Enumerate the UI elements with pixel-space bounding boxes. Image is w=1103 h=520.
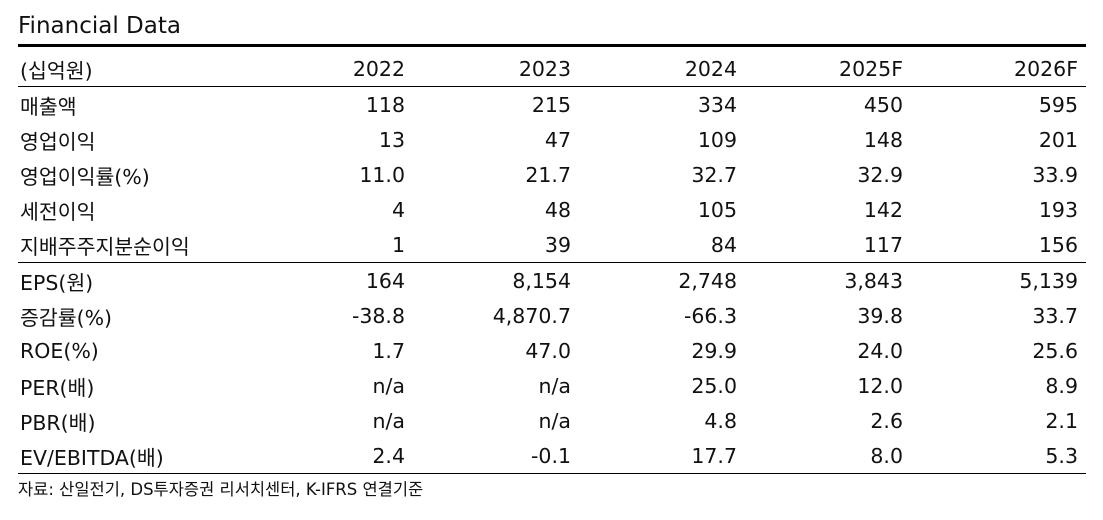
cell: 201 — [1038, 127, 1078, 152]
cell: n/a — [538, 373, 571, 398]
cell: n/a — [538, 408, 571, 433]
table-title: Financial Data — [18, 13, 181, 39]
cell: 5.3 — [911, 438, 1086, 474]
year-header: 2023 — [413, 51, 579, 87]
cell: 32.7 — [691, 162, 737, 187]
cell: 33.9 — [1032, 162, 1078, 187]
cell: 84 — [710, 232, 737, 257]
table-row: PER(배) n/a n/a 25.0 12.0 8.9 — [18, 368, 1086, 403]
year-header: 2022 — [248, 51, 413, 87]
cell: 8,154 — [413, 262, 579, 298]
cell: 25.6 — [1032, 338, 1078, 363]
cell: 48 — [544, 197, 571, 222]
year-header: 2025F — [745, 51, 911, 87]
cell: -0.1 — [413, 438, 579, 474]
cell: 8.9 — [1045, 373, 1078, 398]
top-rule — [18, 44, 1086, 47]
cell: 105 — [697, 197, 737, 222]
unit-label: (십억원) — [18, 51, 248, 87]
cell: 109 — [697, 127, 737, 152]
cell: 3,843 — [745, 262, 911, 298]
cell: 8.0 — [745, 438, 911, 474]
cell: 5,139 — [911, 262, 1086, 298]
row-label: PER(배) — [20, 375, 95, 400]
row-label: PBR(배) — [20, 410, 96, 435]
cell: 164 — [248, 262, 413, 298]
row-label: ROE(%) — [20, 338, 99, 363]
row-label: 지배주주지분순이익 — [20, 234, 190, 259]
table-row: 영업이익 13 47 109 148 201 — [18, 122, 1086, 157]
cell: 4.8 — [704, 408, 737, 433]
cell: 118 — [365, 92, 405, 117]
cell: 11.0 — [359, 162, 405, 187]
cell: 13 — [378, 127, 405, 152]
row-label: 세전이익 — [20, 199, 96, 224]
cell: 1.7 — [372, 338, 405, 363]
cell: 2.1 — [1045, 408, 1078, 433]
cell: 29.9 — [691, 338, 737, 363]
cell: 33.7 — [1032, 303, 1078, 328]
financial-table: (십억원) 2022 2023 2024 2025F 2026F 매출액 118… — [18, 51, 1086, 474]
cell: 2,748 — [579, 262, 745, 298]
source-note: 자료: 산일전기, DS투자증권 리서치센터, K-IFRS 연결기준 — [18, 480, 424, 499]
cell: 334 — [697, 92, 737, 117]
row-label: 영업이익 — [20, 129, 96, 154]
cell: 17.7 — [579, 438, 745, 474]
cell: 4,870.7 — [492, 303, 571, 328]
row-label: 영업이익률(%) — [20, 164, 150, 189]
table-row: 증감률(%) -38.8 4,870.7 -66.3 39.8 33.7 — [18, 298, 1086, 333]
cell: 39.8 — [857, 303, 903, 328]
cell: 1 — [391, 232, 405, 257]
row-label: EV/EBITDA(배) — [18, 438, 248, 474]
table-row: 세전이익 4 48 105 142 193 — [18, 192, 1086, 227]
cell: 21.7 — [525, 162, 571, 187]
cell: 193 — [1038, 197, 1078, 222]
cell: n/a — [372, 373, 405, 398]
cell: 2.4 — [248, 438, 413, 474]
table-row: 매출액 118 215 334 450 595 — [18, 87, 1086, 123]
cell: 4 — [391, 197, 405, 222]
year-header: 2026F — [911, 51, 1086, 87]
cell: 24.0 — [857, 338, 903, 363]
cell: 2.6 — [870, 408, 903, 433]
table-row: ROE(%) 1.7 47.0 29.9 24.0 25.6 — [18, 333, 1086, 368]
cell: 156 — [1038, 232, 1078, 257]
row-label: 증감률(%) — [20, 305, 113, 330]
table-row: EPS(원) 164 8,154 2,748 3,843 5,139 — [18, 262, 1086, 298]
cell: 148 — [863, 127, 903, 152]
cell: -66.3 — [683, 303, 737, 328]
table-row: EV/EBITDA(배) 2.4 -0.1 17.7 8.0 5.3 — [18, 438, 1086, 474]
cell: 32.9 — [857, 162, 903, 187]
cell: n/a — [372, 408, 405, 433]
cell: 12.0 — [857, 373, 903, 398]
cell: 47 — [544, 127, 571, 152]
table-row: 지배주주지분순이익 1 39 84 117 156 — [18, 227, 1086, 263]
cell: 47.0 — [525, 338, 571, 363]
table-row: 영업이익률(%) 11.0 21.7 32.7 32.9 33.9 — [18, 157, 1086, 192]
cell: 25.0 — [691, 373, 737, 398]
cell: 117 — [863, 232, 903, 257]
cell: 450 — [863, 92, 903, 117]
row-label: 매출액 — [20, 94, 77, 119]
table-row: PBR(배) n/a n/a 4.8 2.6 2.1 — [18, 403, 1086, 438]
cell: 215 — [531, 92, 571, 117]
row-label: EPS(원) — [18, 262, 248, 298]
cell: -38.8 — [351, 303, 405, 328]
cell: 39 — [544, 232, 571, 257]
cell: 142 — [863, 197, 903, 222]
year-header: 2024 — [579, 51, 745, 87]
cell: 595 — [1038, 92, 1078, 117]
header-row: (십억원) 2022 2023 2024 2025F 2026F — [18, 51, 1086, 87]
